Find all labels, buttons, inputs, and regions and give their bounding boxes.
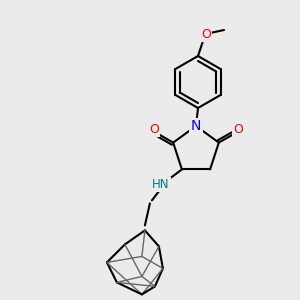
Text: O: O xyxy=(201,28,211,40)
Text: O: O xyxy=(233,123,243,136)
Text: N: N xyxy=(191,119,201,133)
Text: HN: HN xyxy=(152,178,169,191)
Text: O: O xyxy=(149,123,159,136)
